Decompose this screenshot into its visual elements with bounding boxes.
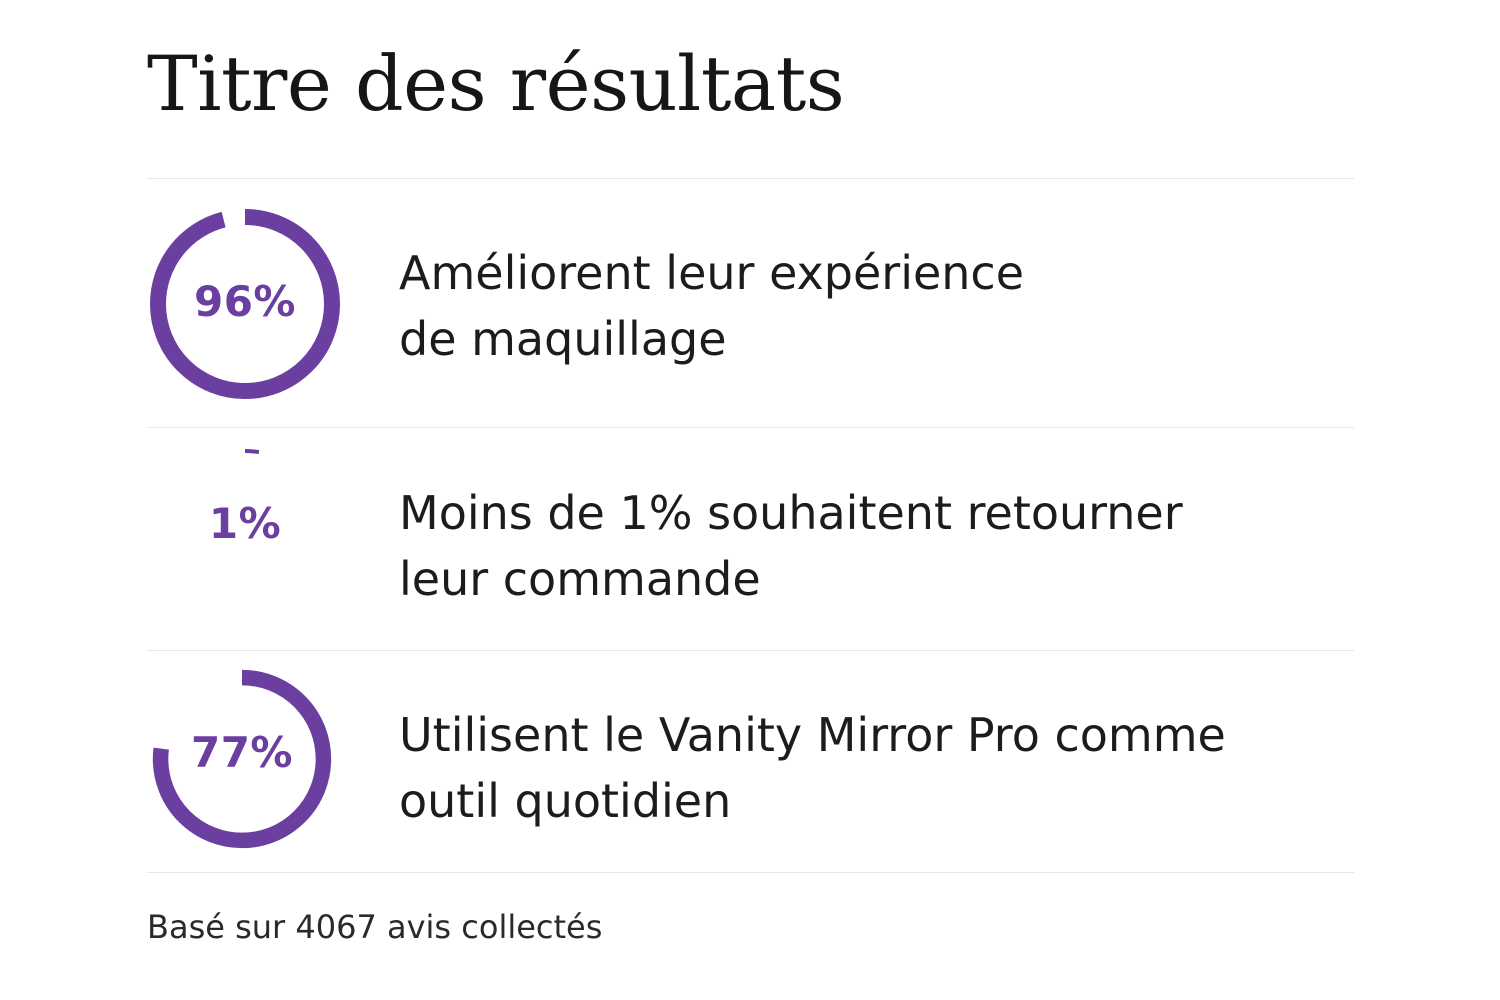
progress-ring-3-arc [152, 669, 332, 849]
progress-ring-1: 96% [147, 206, 343, 402]
stat-3-line-1: Utilisent le Vanity Mirror Pro comme [399, 708, 1226, 762]
progress-ring-2-arc [156, 449, 334, 627]
stat-2-percent: 1% [208, 499, 282, 548]
divider-bottom [147, 872, 1354, 873]
divider-2 [147, 650, 1354, 651]
stat-2-line-1: Moins de 1% souhaitent retourner [399, 486, 1183, 540]
stat-3-description: Utilisent le Vanity Mirror Pro comme out… [399, 702, 1226, 834]
footnote: Basé sur 4067 avis collectés [147, 908, 603, 946]
divider-top [147, 178, 1354, 179]
stat-1-line-2: de maquillage [399, 312, 727, 366]
progress-ring-3: 77% [147, 664, 337, 854]
stat-2-line-2: leur commande [399, 552, 761, 606]
stat-3-percent: 77% [190, 728, 294, 777]
divider-1 [147, 427, 1354, 428]
progress-ring-3-svg [152, 669, 332, 849]
stat-1-line-1: Améliorent leur expérience [399, 246, 1025, 300]
progress-ring-1-svg [150, 209, 340, 399]
stat-row-1: 96% Améliorent leur expérience de maquil… [147, 206, 1354, 406]
progress-ring-2-svg [156, 449, 334, 627]
stat-3-line-2: outil quotidien [399, 774, 732, 828]
stat-1-description: Améliorent leur expérience de maquillage [399, 240, 1024, 372]
stat-1-percent: 96% [193, 277, 297, 326]
page-title: Titre des résultats [147, 39, 845, 128]
progress-ring-2: 1% [147, 440, 343, 636]
progress-ring-1-arc [150, 209, 340, 399]
stat-2-description: Moins de 1% souhaitent retourner leur co… [399, 480, 1183, 612]
stat-row-3: 77% Utilisent le Vanity Mirror Pro comme… [147, 664, 1354, 864]
stat-row-2: 1% Moins de 1% souhaitent retourner leur… [147, 440, 1354, 640]
